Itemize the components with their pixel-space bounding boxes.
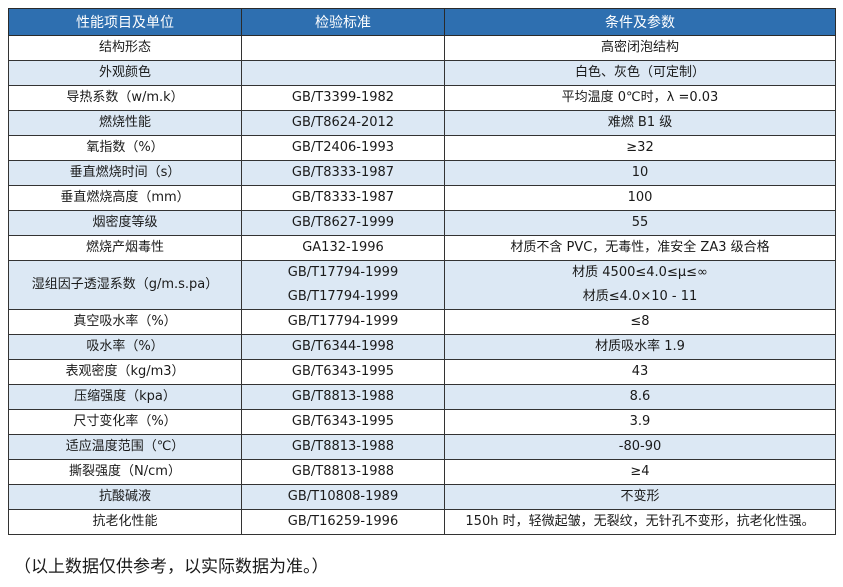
item-cell: 结构形态 (8, 35, 242, 61)
table-row: 氧指数（%） GB/T2406-1993 ≥32 (8, 135, 836, 161)
table-row: 适应温度范围（℃） GB/T8813-1988 -80-90 (8, 434, 836, 460)
value-cell: 白色、灰色（可定制） (444, 60, 836, 86)
value-cell: 材质不含 PVC，无毒性，准安全 ZA3 级合格 (444, 235, 836, 261)
table-row: 撕裂强度（N/cm） GB/T8813-1988 ≥4 (8, 459, 836, 485)
table-row: 表观密度（kg/m3） GB/T6343-1995 43 (8, 359, 836, 385)
item-cell: 真空吸水率（%） (8, 309, 242, 335)
value-cell: 150h 时，轻微起皱，无裂纹，无针孔不变形，抗老化性强。 (444, 509, 836, 535)
header-value: 条件及参数 (444, 8, 836, 36)
value-cell: ≥32 (444, 135, 836, 161)
value-cell: 材质 4500≤4.0≤μ≤∞ 材质≤4.0×10 - 11 (444, 260, 836, 310)
table-row: 垂直燃烧时间（s） GB/T8333-1987 10 (8, 160, 836, 186)
item-cell: 烟密度等级 (8, 210, 242, 236)
table-row: 真空吸水率（%） GB/T17794-1999 ≤8 (8, 309, 836, 335)
value-cell: ≤8 (444, 309, 836, 335)
standard-cell: GB/T8813-1988 (241, 459, 445, 485)
standard-cell (241, 60, 445, 86)
value-cell: 100 (444, 185, 836, 211)
item-cell: 适应温度范围（℃） (8, 434, 242, 460)
item-cell: 外观颜色 (8, 60, 242, 86)
table-row: 压缩强度（kpa） GB/T8813-1988 8.6 (8, 384, 836, 410)
standard-cell: GB/T8624-2012 (241, 110, 445, 136)
table-row: 燃烧产烟毒性 GA132-1996 材质不含 PVC，无毒性，准安全 ZA3 级合格 (8, 235, 836, 261)
value-cell: 8.6 (444, 384, 836, 410)
standard-cell-line: GB/T17794-1999 (287, 265, 399, 280)
table-row: 外观颜色 白色、灰色（可定制） (8, 60, 836, 86)
table-row: 抗酸碱液 GB/T10808-1989 不变形 (8, 484, 836, 510)
standard-cell: GB/T6343-1995 (241, 409, 445, 435)
disclaimer-note: （以上数据仅供参考，以实际数据为准。） (14, 557, 329, 577)
standard-cell: GB/T17794-1999 GB/T17794-1999 (241, 260, 445, 310)
table-row: 导热系数（w/m.k） GB/T3399-1982 平均温度 0℃时，λ =0.03 (8, 85, 836, 111)
header-item: 性能项目及单位 (8, 8, 242, 36)
item-cell: 垂直燃烧时间（s） (8, 160, 242, 186)
value-cell: 材质吸水率 1.9 (444, 334, 836, 360)
table-row: 结构形态 高密闭泡结构 (8, 35, 836, 61)
item-cell: 导热系数（w/m.k） (8, 85, 242, 111)
item-cell: 垂直燃烧高度（mm） (8, 185, 242, 211)
standard-cell-line: GB/T17794-1999 (287, 289, 399, 304)
value-cell: 不变形 (444, 484, 836, 510)
item-cell: 燃烧产烟毒性 (8, 235, 242, 261)
item-cell: 表观密度（kg/m3） (8, 359, 242, 385)
table-row: 垂直燃烧高度（mm） GB/T8333-1987 100 (8, 185, 836, 211)
value-cell: 难燃 B1 级 (444, 110, 836, 136)
value-cell: 10 (444, 160, 836, 186)
standard-cell: GB/T8813-1988 (241, 434, 445, 460)
properties-table: 性能项目及单位 检验标准 条件及参数 结构形态 高密闭泡结构外观颜色 白色、灰色（可… (8, 8, 836, 535)
value-cell: ≥4 (444, 459, 836, 485)
standard-cell: GA132-1996 (241, 235, 445, 261)
standard-cell: GB/T17794-1999 (241, 309, 445, 335)
table-row: 吸水率（%） GB/T6344-1998 材质吸水率 1.9 (8, 334, 836, 360)
item-cell: 抗老化性能 (8, 509, 242, 535)
value-cell: 43 (444, 359, 836, 385)
value-cell: 高密闭泡结构 (444, 35, 836, 61)
value-cell-line: 材质≤4.0×10 - 11 (582, 289, 698, 304)
value-cell: 3.9 (444, 409, 836, 435)
value-cell: -80-90 (444, 434, 836, 460)
standard-cell: GB/T8813-1988 (241, 384, 445, 410)
table-row: 燃烧性能 GB/T8624-2012 难燃 B1 级 (8, 110, 836, 136)
item-cell: 撕裂强度（N/cm） (8, 459, 242, 485)
item-cell: 压缩强度（kpa） (8, 384, 242, 410)
value-cell: 平均温度 0℃时，λ =0.03 (444, 85, 836, 111)
standard-cell: GB/T2406-1993 (241, 135, 445, 161)
table-row: 抗老化性能 GB/T16259-1996 150h 时，轻微起皱，无裂纹，无针孔不变… (8, 509, 836, 535)
item-cell: 燃烧性能 (8, 110, 242, 136)
header-standard: 检验标准 (241, 8, 445, 36)
item-cell: 吸水率（%） (8, 334, 242, 360)
item-cell: 氧指数（%） (8, 135, 242, 161)
standard-cell: GB/T6344-1998 (241, 334, 445, 360)
standard-cell: GB/T8333-1987 (241, 185, 445, 211)
table-row: 湿组因子透湿系数（g/m.s.pa） GB/T17794-1999 GB/T1779… (8, 260, 836, 310)
header-row: 性能项目及单位 检验标准 条件及参数 (8, 8, 836, 36)
standard-cell: GB/T6343-1995 (241, 359, 445, 385)
standard-cell: GB/T16259-1996 (241, 509, 445, 535)
table-row: 尺寸变化率（%） GB/T6343-1995 3.9 (8, 409, 836, 435)
table-row: 烟密度等级 GB/T8627-1999 55 (8, 210, 836, 236)
standard-cell (241, 35, 445, 61)
item-cell: 湿组因子透湿系数（g/m.s.pa） (8, 260, 242, 310)
item-cell: 尺寸变化率（%） (8, 409, 242, 435)
standard-cell: GB/T10808-1989 (241, 484, 445, 510)
standard-cell: GB/T3399-1982 (241, 85, 445, 111)
standard-cell: GB/T8627-1999 (241, 210, 445, 236)
standard-cell: GB/T8333-1987 (241, 160, 445, 186)
value-cell-line: 材质 4500≤4.0≤μ≤∞ (572, 265, 708, 280)
item-cell: 抗酸碱液 (8, 484, 242, 510)
value-cell: 55 (444, 210, 836, 236)
